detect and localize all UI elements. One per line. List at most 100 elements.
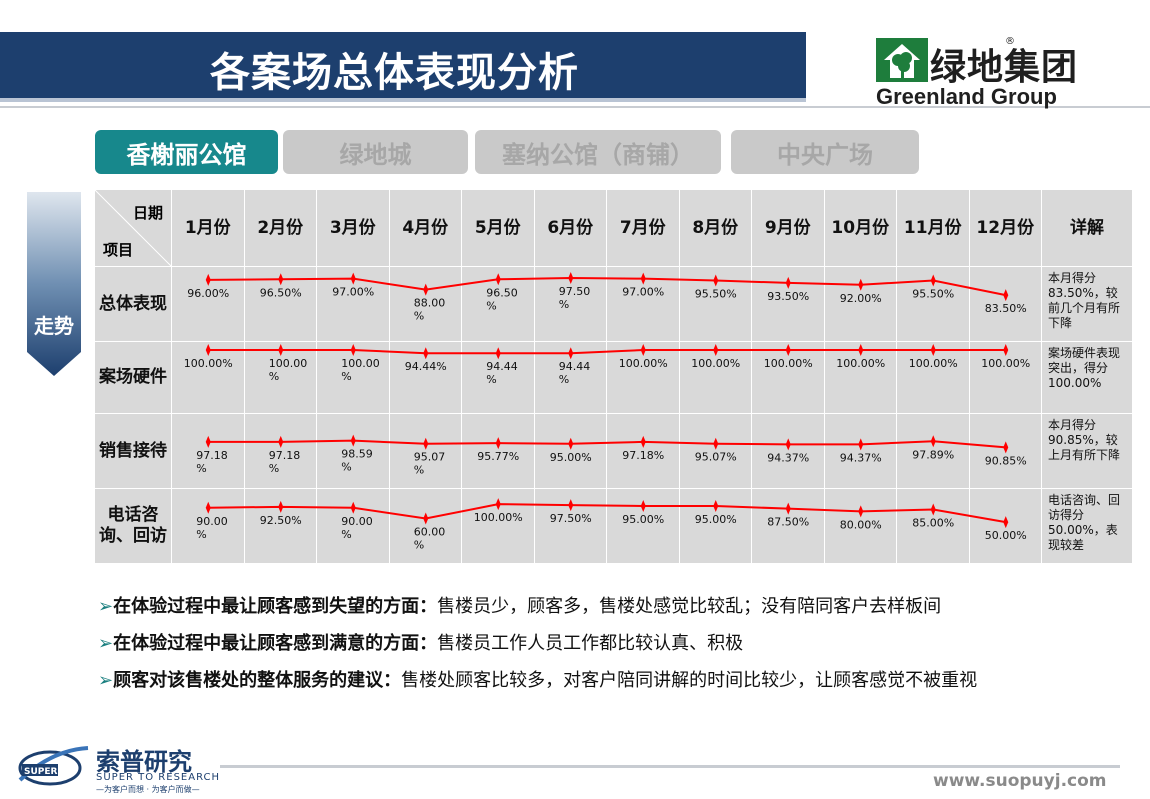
- data-label: 50.00%: [985, 529, 1027, 542]
- data-label: 92.00%: [840, 292, 882, 305]
- data-point: [785, 502, 791, 515]
- data-point: [423, 347, 429, 360]
- month-header: 11月份: [897, 190, 970, 267]
- corner-cell: 日期 项目: [95, 190, 172, 267]
- date-header: 日期: [132, 204, 163, 222]
- series-line: [208, 503, 1006, 524]
- data-label: 94.44%: [559, 360, 591, 386]
- data-point: [785, 276, 791, 289]
- trend-arrow-shape: [27, 192, 81, 376]
- arrow-icon: ➢: [98, 670, 114, 691]
- data-point: [1003, 441, 1009, 454]
- data-point: [930, 503, 936, 516]
- arrow-icon: ➢: [98, 596, 114, 617]
- item-header: 项目: [103, 241, 134, 259]
- data-label: 83.50%: [985, 302, 1027, 315]
- data-point: [350, 434, 356, 447]
- data-point: [205, 273, 211, 286]
- data-point: [713, 499, 719, 512]
- data-label: 80.00%: [840, 518, 882, 531]
- logo-cn: 绿地集团: [930, 47, 1079, 88]
- title-bar: 各案场总体表现分析: [0, 32, 806, 102]
- data-point: [713, 344, 719, 356]
- table-cell: [679, 414, 752, 489]
- finding-suggest: ➢顾客对该售楼处的整体服务的建议：售楼处顾客比较多，对客户陪同讲解的时间比较少，…: [98, 668, 1088, 693]
- tab-central-plaza[interactable]: 中央广场: [731, 130, 919, 174]
- data-point: [278, 344, 284, 356]
- tab-seine[interactable]: 塞纳公馆（商铺）: [475, 130, 721, 174]
- table-cell: [389, 489, 462, 564]
- data-label: 98.59%: [341, 448, 373, 474]
- table-cell: [317, 414, 390, 489]
- table-cell: [607, 414, 680, 489]
- footer-divider: [220, 765, 1120, 768]
- data-label: 95.77%: [477, 450, 519, 463]
- table-cell: [752, 489, 825, 564]
- month-header: 10月份: [824, 190, 897, 267]
- finding-head: 在体验过程中最让顾客感到失望的方面：: [113, 596, 438, 617]
- registered-mark: ®: [1005, 36, 1015, 47]
- data-point: [640, 499, 646, 512]
- data-label: 100.00%: [981, 357, 1030, 370]
- data-point: [568, 437, 574, 450]
- data-point: [930, 344, 936, 356]
- data-point: [350, 501, 356, 514]
- data-label: 100.00%: [619, 357, 668, 370]
- month-header: 2月份: [244, 190, 317, 267]
- data-point: [858, 438, 864, 451]
- finding-head: 在体验过程中最让顾客感到满意的方面：: [113, 633, 438, 654]
- page-title: 各案场总体表现分析: [210, 50, 579, 96]
- data-point: [1003, 344, 1009, 356]
- data-label: 100.00%: [909, 357, 958, 370]
- finding-text: 售楼处顾客比较多，对客户陪同讲解的时间比较少，让顾客感觉不被重视: [401, 670, 978, 691]
- tab-lvdicheng[interactable]: 绿地城: [283, 130, 468, 174]
- website-url: www.suopuyj.com: [933, 771, 1107, 791]
- data-point: [568, 347, 574, 360]
- data-label: 97.18%: [622, 449, 664, 462]
- tab-xiangxieli[interactable]: 香榭丽公馆: [95, 130, 278, 174]
- trend-chart: 96.00% 96.50% 97.00% 88.00 % 96.50 % 97.50 % 97.0…: [184, 272, 1030, 552]
- table-cell: [462, 414, 535, 489]
- table-cell: [389, 267, 462, 342]
- data-label: 95.00%: [622, 513, 664, 526]
- data-label: 97.18%: [269, 449, 301, 475]
- month-header: 7月份: [607, 190, 680, 267]
- finding-text: 售楼员少，顾客多，售楼处感觉比较乱；没有陪同客户去样板间: [437, 596, 942, 617]
- data-point: [713, 437, 719, 450]
- trend-side-label: 走势: [27, 192, 81, 376]
- data-label: 90.85%: [985, 454, 1027, 467]
- table-cell: [897, 489, 970, 564]
- data-label: 94.37%: [840, 451, 882, 464]
- title-divider: [0, 106, 1150, 108]
- data-point: [858, 278, 864, 291]
- data-label: 97.00%: [622, 286, 664, 299]
- data-label: 96.50%: [260, 286, 302, 299]
- data-label: 94.44%: [405, 360, 447, 373]
- data-label: 96.00%: [187, 287, 229, 300]
- data-label: 60.00%: [414, 526, 446, 552]
- detail-header: 详解: [1042, 190, 1133, 267]
- finding-text: 售楼员工作人员工作都比较认真、积极: [437, 633, 744, 654]
- month-header: 4月份: [389, 190, 462, 267]
- row-detail-note: 案场硬件表现突出，得分100.00%: [1042, 342, 1133, 414]
- data-label: 87.50%: [767, 516, 809, 529]
- data-point: [568, 272, 574, 285]
- data-label: 94.37%: [767, 451, 809, 464]
- data-point: [930, 274, 936, 287]
- data-point: [278, 273, 284, 286]
- month-header: 3月份: [317, 190, 390, 267]
- table-cell: [534, 414, 607, 489]
- table-cell: [172, 414, 245, 489]
- data-point: [858, 505, 864, 518]
- data-point: [423, 437, 429, 450]
- data-point: [205, 435, 211, 448]
- table-cell: [172, 489, 245, 564]
- row-detail-note: 电话咨询、回访得分50.00%，表现较差: [1042, 489, 1133, 564]
- data-label: 95.00%: [550, 451, 592, 464]
- table-cell: [897, 414, 970, 489]
- data-point: [495, 437, 501, 450]
- finding-satisfy: ➢在体验过程中最让顾客感到满意的方面：售楼员工作人员工作都比较认真、积极: [98, 631, 1088, 656]
- data-point: [350, 344, 356, 356]
- data-label: 97.89%: [912, 448, 954, 461]
- data-point: [278, 435, 284, 448]
